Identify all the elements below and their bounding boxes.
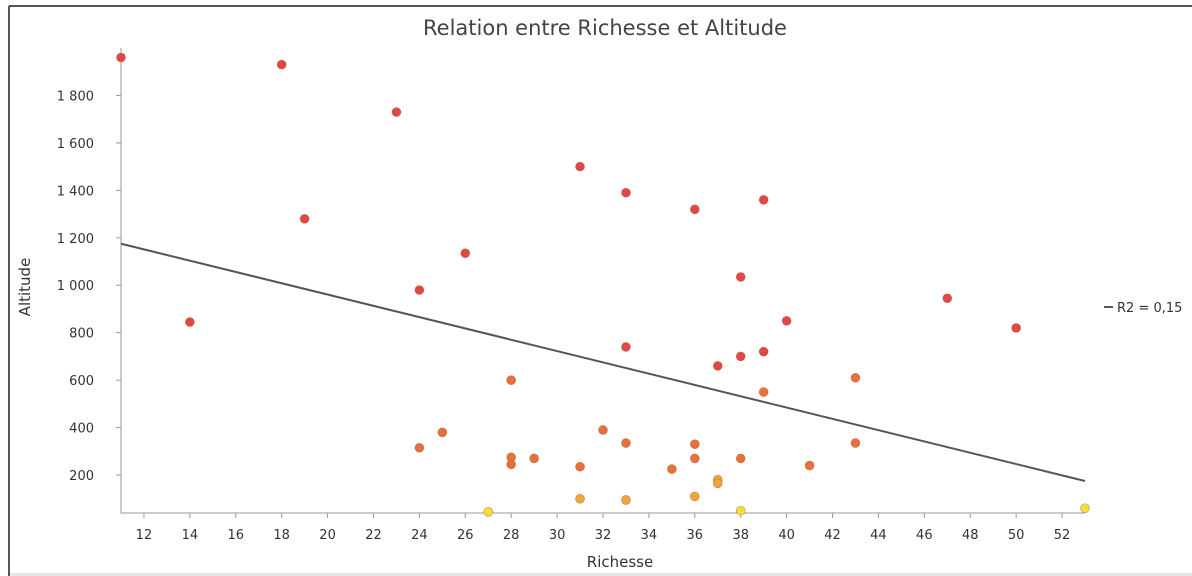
x-tick-label: 24	[411, 528, 428, 543]
y-tick-label: 1 800	[57, 89, 94, 104]
data-point	[690, 491, 700, 502]
data-point	[391, 107, 402, 117]
data-point	[850, 438, 861, 448]
y-tick-label: 1 000	[57, 279, 94, 294]
data-point	[942, 293, 953, 304]
x-tick-label: 50	[1008, 528, 1025, 543]
y-tick-label: 800	[69, 327, 94, 342]
x-tick-label: 16	[227, 528, 244, 543]
y-tick-label: 1 600	[57, 137, 94, 152]
data-point	[414, 285, 425, 295]
data-point	[667, 464, 677, 474]
chart-title: Relation entre Richesse et Altitude	[423, 16, 787, 40]
data-point	[781, 316, 792, 326]
data-point	[690, 204, 700, 215]
data-point	[506, 459, 516, 470]
x-axis-title: Richesse	[587, 553, 653, 571]
data-point	[1080, 503, 1090, 514]
legend-label: R2 = 0,15	[1117, 301, 1182, 316]
data-point	[621, 438, 631, 448]
data-point	[712, 478, 723, 489]
data-point	[414, 442, 425, 453]
data-point	[690, 439, 700, 449]
data-point	[712, 361, 723, 371]
trendline	[120, 242, 1086, 482]
x-tick-label: 22	[365, 528, 382, 543]
x-tick-label: 52	[1054, 528, 1071, 543]
x-tick-label: 20	[319, 528, 336, 543]
x-tick-label: 30	[549, 528, 566, 543]
data-point	[621, 342, 631, 352]
data-point	[735, 453, 746, 464]
y-tick-label: 1 200	[57, 232, 94, 247]
data-point	[116, 52, 126, 63]
x-tick-label: 26	[457, 528, 474, 543]
data-point	[575, 493, 585, 504]
x-tick-label: 14	[182, 528, 199, 543]
x-tick-label: 46	[916, 528, 933, 543]
data-point	[850, 372, 861, 383]
data-point	[299, 214, 310, 224]
y-tick-label: 1 400	[57, 184, 94, 199]
data-point	[804, 460, 815, 471]
data-point	[1011, 323, 1021, 333]
x-tick-label: 18	[273, 528, 290, 543]
data-point	[758, 195, 769, 205]
x-tick-label: 42	[824, 528, 841, 543]
data-point	[460, 248, 471, 259]
x-tick-label: 38	[732, 528, 749, 543]
data-point	[185, 317, 195, 327]
x-tick-label: 12	[136, 528, 153, 543]
legend: R2 = 0,15	[1104, 301, 1182, 316]
y-tick-label: 600	[69, 374, 94, 389]
y-axis-ticks: 200 400 600 800 1 000 1 200 1 400 1 600 1 800	[57, 89, 121, 484]
y-tick-label: 200	[69, 469, 94, 484]
data-point	[758, 387, 769, 397]
data-point	[735, 351, 746, 362]
data-point	[735, 505, 746, 516]
x-tick-label: 44	[870, 528, 887, 543]
frame-bottom-band	[10, 573, 1192, 576]
x-axis-ticks: 12 14 16 18 20 22 24 26 28 30 32 34 36 38 40 42 44 46 48 50…	[136, 513, 1071, 543]
data-point	[276, 59, 287, 70]
x-tick-label: 40	[778, 528, 795, 543]
data-points	[116, 52, 1090, 517]
data-point	[483, 507, 494, 517]
data-point	[437, 427, 448, 438]
x-tick-label: 48	[962, 528, 979, 543]
data-point	[506, 375, 516, 385]
data-point	[575, 461, 585, 472]
x-tick-label: 36	[687, 528, 704, 543]
data-point	[575, 161, 585, 172]
x-tick-label: 34	[641, 528, 658, 543]
data-point	[758, 346, 769, 357]
x-tick-label: 28	[503, 528, 520, 543]
y-axis-title: Altitude	[16, 258, 34, 317]
data-point	[735, 272, 746, 282]
data-point	[690, 453, 700, 464]
data-point	[621, 187, 631, 198]
y-tick-label: 400	[69, 422, 94, 437]
data-point	[598, 425, 608, 435]
data-point	[529, 453, 539, 464]
data-point	[621, 495, 631, 505]
x-tick-label: 32	[595, 528, 612, 543]
plot-area: 200 400 600 800 1 000 1 200 1 400 1 600 1 800 12…	[57, 48, 1090, 543]
